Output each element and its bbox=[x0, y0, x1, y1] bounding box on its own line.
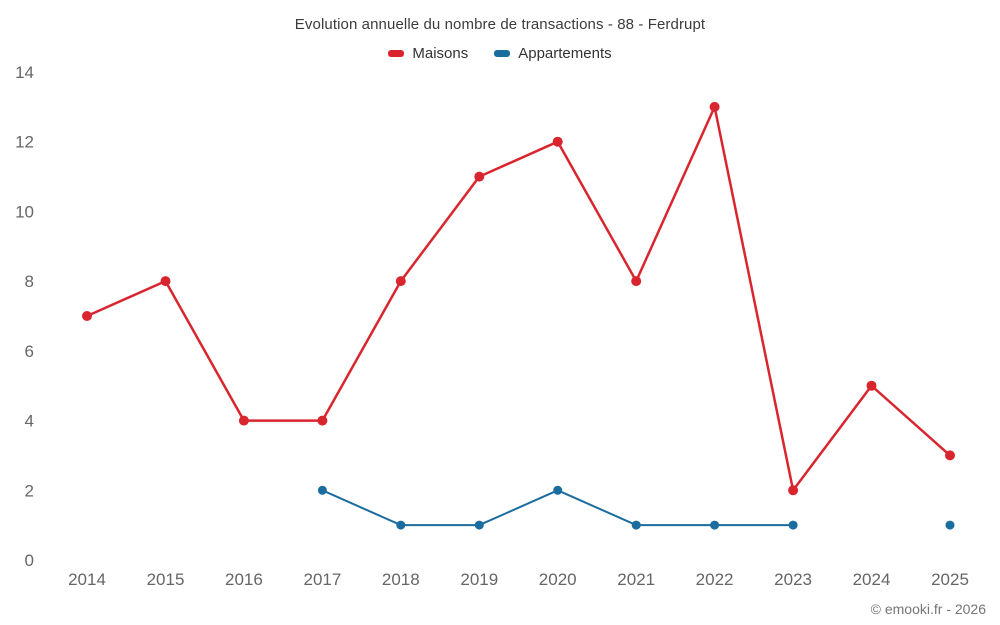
data-point-maisons-2014[interactable] bbox=[82, 311, 92, 321]
legend: Maisons Appartements bbox=[0, 45, 1000, 62]
x-axis-tick-label: 2016 bbox=[225, 570, 263, 589]
x-axis-tick-label: 2022 bbox=[696, 570, 734, 589]
y-axis-tick-label: 8 bbox=[25, 272, 34, 291]
legend-marker-maisons-icon bbox=[388, 50, 405, 57]
x-axis-tick-label: 2021 bbox=[617, 570, 655, 589]
y-axis-tick-label: 0 bbox=[25, 551, 34, 570]
copyright-text: © emooki.fr - 2026 bbox=[870, 601, 986, 617]
y-axis-tick-label: 4 bbox=[25, 412, 34, 431]
data-point-appartements-2019[interactable] bbox=[474, 520, 484, 530]
data-point-appartements-2022[interactable] bbox=[710, 520, 720, 530]
data-point-appartements-2021[interactable] bbox=[631, 520, 641, 530]
x-axis-tick-label: 2024 bbox=[853, 570, 891, 589]
legend-item-maisons[interactable]: Maisons bbox=[388, 45, 468, 62]
data-point-maisons-2015[interactable] bbox=[160, 276, 171, 287]
data-point-appartements-2020[interactable] bbox=[553, 485, 563, 495]
x-axis-tick-label: 2019 bbox=[460, 570, 498, 589]
x-axis-tick-label: 2025 bbox=[931, 570, 969, 589]
data-point-appartements-2025[interactable] bbox=[945, 520, 955, 530]
y-axis-tick-label: 2 bbox=[25, 481, 34, 500]
y-axis-tick-label: 10 bbox=[15, 202, 34, 221]
data-point-appartements-2023[interactable] bbox=[788, 520, 798, 530]
x-axis-tick-label: 2015 bbox=[147, 570, 185, 589]
data-point-maisons-2023[interactable] bbox=[788, 485, 799, 496]
data-point-maisons-2017[interactable] bbox=[317, 415, 328, 426]
data-point-maisons-2019[interactable] bbox=[474, 171, 485, 182]
series-line-appartements bbox=[322, 490, 950, 525]
data-point-appartements-2018[interactable] bbox=[396, 520, 406, 530]
data-point-maisons-2024[interactable] bbox=[866, 380, 877, 391]
chart-title: Evolution annuelle du nombre de transact… bbox=[294, 16, 706, 33]
x-axis-tick-label: 2020 bbox=[539, 570, 577, 589]
x-axis-tick-label: 2014 bbox=[68, 570, 106, 589]
data-point-maisons-2021[interactable] bbox=[631, 276, 642, 287]
x-axis-tick-label: 2018 bbox=[382, 570, 420, 589]
data-point-maisons-2022[interactable] bbox=[709, 101, 720, 112]
series-line-maisons bbox=[85, 105, 952, 492]
data-point-maisons-2016[interactable] bbox=[238, 415, 249, 426]
y-axis-tick-label: 12 bbox=[15, 133, 34, 152]
legend-item-appartements[interactable]: Appartements bbox=[494, 45, 612, 62]
data-point-appartements-2017[interactable] bbox=[317, 485, 327, 495]
legend-label-appartements: Appartements bbox=[518, 45, 612, 62]
legend-marker-appartements-icon bbox=[494, 50, 511, 57]
y-axis-tick-label: 6 bbox=[25, 342, 34, 361]
y-axis-tick-label: 14 bbox=[15, 63, 34, 82]
x-axis-tick-label: 2023 bbox=[774, 570, 812, 589]
data-point-maisons-2020[interactable] bbox=[552, 136, 563, 147]
legend-label-maisons: Maisons bbox=[412, 45, 469, 62]
x-axis-tick-label: 2017 bbox=[303, 570, 341, 589]
data-point-maisons-2025[interactable] bbox=[945, 450, 955, 461]
data-point-maisons-2018[interactable] bbox=[395, 276, 406, 287]
